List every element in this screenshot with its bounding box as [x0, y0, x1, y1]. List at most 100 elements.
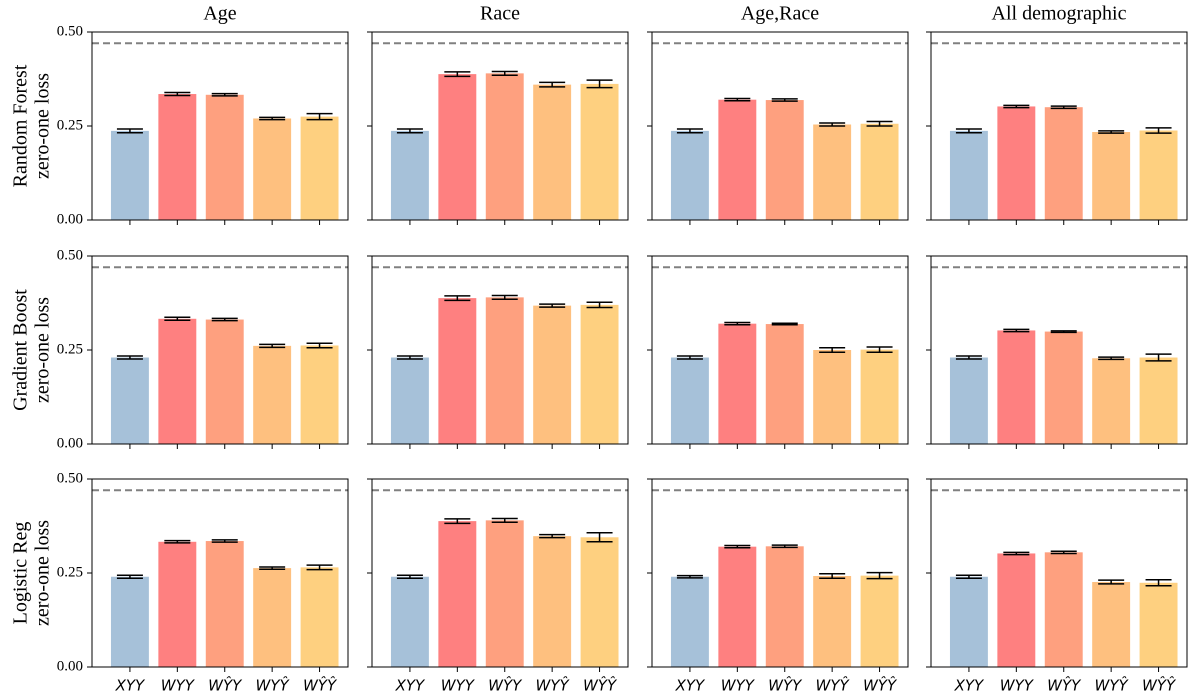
bar	[949, 357, 988, 444]
bar	[1139, 582, 1178, 667]
bar	[205, 94, 244, 220]
axes-frame	[651, 255, 909, 445]
error-bar	[1145, 127, 1172, 134]
error-bar	[866, 346, 893, 354]
bar	[110, 576, 149, 667]
error-bar	[539, 81, 566, 88]
error-bar	[866, 120, 893, 127]
error-bar	[259, 343, 286, 349]
y-tick-label: 0.50	[57, 23, 83, 39]
bar	[300, 345, 339, 444]
bar	[670, 357, 709, 444]
error-bar	[211, 539, 238, 543]
error-bar	[586, 532, 613, 543]
bar	[860, 123, 899, 220]
x-tick-label: XYY	[115, 677, 146, 695]
y-axis-label: zero-one loss	[32, 297, 54, 403]
bar	[949, 576, 988, 667]
error-bar	[116, 128, 143, 134]
axes-frame	[930, 478, 1188, 668]
error-bar	[586, 301, 613, 309]
error-bar	[491, 517, 518, 523]
error-bar	[306, 564, 333, 571]
x-tick-label: WŶY	[208, 676, 243, 695]
bar	[300, 567, 339, 667]
error-bar	[116, 355, 143, 360]
bar	[300, 116, 339, 220]
error-bar	[259, 116, 286, 121]
bar	[718, 323, 757, 444]
error-bar	[491, 294, 518, 300]
bar	[860, 349, 899, 444]
x-tick-label: XYY	[395, 677, 426, 695]
error-bar	[1098, 130, 1125, 134]
x-tick-label: WŶŶ	[583, 676, 618, 695]
error-bar	[866, 571, 893, 580]
bar	[949, 130, 988, 220]
x-tick-label: XYY	[954, 677, 985, 695]
bar	[997, 106, 1036, 220]
bar	[158, 94, 197, 220]
x-tick-label: XYY	[675, 677, 706, 695]
bar	[390, 130, 429, 220]
error-bar	[586, 79, 613, 89]
axes-frame	[930, 255, 1188, 445]
y-tick-label: 0.00	[57, 211, 83, 227]
error-bar	[819, 346, 846, 354]
panel-title: All demographic	[992, 3, 1127, 25]
y-tick-label: 0.50	[57, 470, 83, 486]
y-tick-label: 0.25	[57, 117, 83, 133]
x-tick-label: WŶY	[768, 676, 803, 695]
bar	[765, 546, 804, 667]
bar	[1139, 130, 1178, 220]
error-bar	[676, 574, 703, 579]
bar	[670, 130, 709, 220]
bar	[158, 541, 197, 667]
y-axis-label: zero-one loss	[32, 73, 54, 179]
y-axis-label: Gradient Boost	[10, 289, 32, 411]
bar	[670, 576, 709, 667]
axes-frame	[91, 255, 349, 445]
bar	[813, 576, 852, 667]
bar	[485, 297, 524, 444]
bar	[533, 305, 572, 444]
bar	[1044, 331, 1083, 444]
x-tick-label: WŶŶ	[1142, 676, 1177, 695]
error-bar	[1050, 105, 1077, 110]
bar	[205, 541, 244, 667]
bar	[485, 73, 524, 220]
error-bar	[444, 295, 471, 302]
bar	[765, 324, 804, 444]
axes-frame	[930, 31, 1188, 221]
axes-frame	[371, 478, 629, 668]
x-tick-label: WYY	[441, 677, 476, 695]
bar	[485, 520, 524, 667]
bar	[860, 575, 899, 667]
error-bar	[955, 574, 982, 580]
error-bar	[1003, 551, 1030, 556]
error-bar	[164, 316, 191, 322]
error-bar	[539, 303, 566, 308]
error-bar	[396, 355, 423, 360]
bar	[580, 304, 619, 444]
bar	[997, 553, 1036, 667]
bar	[765, 100, 804, 220]
bar	[253, 568, 292, 667]
error-bar	[164, 91, 191, 97]
error-bar	[1003, 328, 1030, 333]
axes-frame	[91, 31, 349, 221]
error-bar	[444, 71, 471, 78]
bar	[253, 118, 292, 220]
error-bar	[1098, 579, 1125, 585]
bar	[1139, 357, 1178, 444]
panel-title: Race	[480, 3, 520, 25]
y-axis-label: Random Forest	[10, 64, 32, 187]
error-bar	[1145, 579, 1172, 587]
bar	[718, 546, 757, 667]
bar	[580, 537, 619, 667]
x-tick-label: WYŶ	[256, 676, 291, 695]
bar	[205, 319, 244, 444]
error-bar	[676, 355, 703, 360]
x-tick-label: WYŶ	[536, 676, 571, 695]
